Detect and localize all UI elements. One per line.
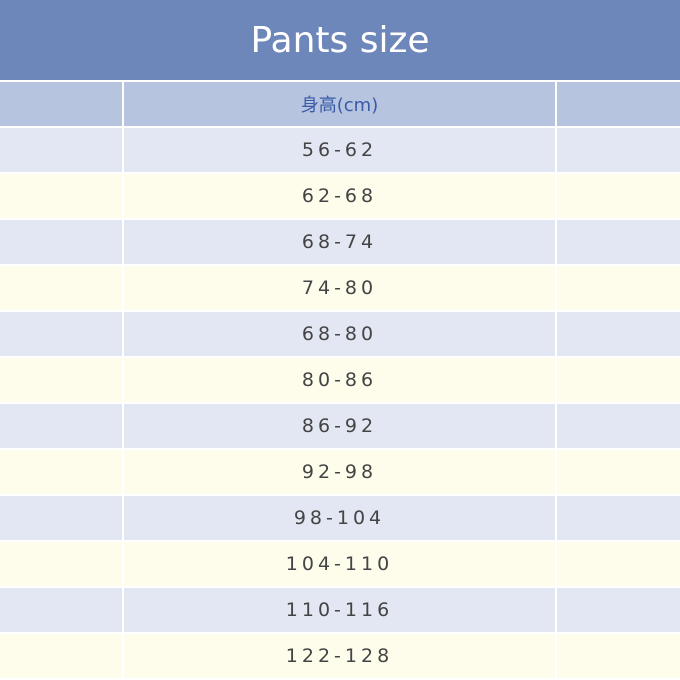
table-row: 68-74 — [0, 220, 680, 264]
cell-right — [557, 220, 680, 264]
table-row: 56-62 — [0, 128, 680, 172]
table-row: 92-98 — [0, 450, 680, 494]
header-cell-left — [0, 82, 122, 126]
cell-right — [557, 404, 680, 448]
cell-height: 74-80 — [124, 266, 555, 310]
cell-height: 104-110 — [124, 542, 555, 586]
table-row: 74-80 — [0, 266, 680, 310]
cell-right — [557, 128, 680, 172]
cell-left — [0, 634, 122, 678]
cell-right — [557, 174, 680, 218]
cell-height: 68-80 — [124, 312, 555, 356]
header-cell-height: 身高(cm) — [124, 82, 555, 126]
cell-height: 110-116 — [124, 588, 555, 632]
cell-left — [0, 358, 122, 402]
cell-height: 80-86 — [124, 358, 555, 402]
cell-height: 92-98 — [124, 450, 555, 494]
cell-right — [557, 266, 680, 310]
table-header-row: 身高(cm) — [0, 82, 680, 126]
cell-height: 56-62 — [124, 128, 555, 172]
cell-right — [557, 450, 680, 494]
cell-left — [0, 542, 122, 586]
cell-right — [557, 496, 680, 540]
cell-right — [557, 634, 680, 678]
cell-left — [0, 128, 122, 172]
cell-right — [557, 542, 680, 586]
table-row: 62-68 — [0, 174, 680, 218]
table-title: Pants size — [0, 0, 680, 82]
cell-height: 68-74 — [124, 220, 555, 264]
table-row: 110-116 — [0, 588, 680, 632]
cell-left — [0, 174, 122, 218]
table-row: 80-86 — [0, 358, 680, 402]
table-body: 56-62 62-68 68-74 74-80 68-80 80-86 86-92 92-98… — [0, 128, 680, 678]
cell-left — [0, 266, 122, 310]
cell-height: 98-104 — [124, 496, 555, 540]
cell-left — [0, 220, 122, 264]
table-row: 98-104 — [0, 496, 680, 540]
cell-height: 62-68 — [124, 174, 555, 218]
cell-right — [557, 588, 680, 632]
cell-right — [557, 358, 680, 402]
cell-left — [0, 404, 122, 448]
header-cell-right — [557, 82, 680, 126]
table-row: 104-110 — [0, 542, 680, 586]
table-row: 68-80 — [0, 312, 680, 356]
cell-height: 86-92 — [124, 404, 555, 448]
table-row: 122-128 — [0, 634, 680, 678]
cell-right — [557, 312, 680, 356]
cell-left — [0, 588, 122, 632]
table-row: 86-92 — [0, 404, 680, 448]
cell-left — [0, 312, 122, 356]
cell-height: 122-128 — [124, 634, 555, 678]
cell-left — [0, 496, 122, 540]
cell-left — [0, 450, 122, 494]
